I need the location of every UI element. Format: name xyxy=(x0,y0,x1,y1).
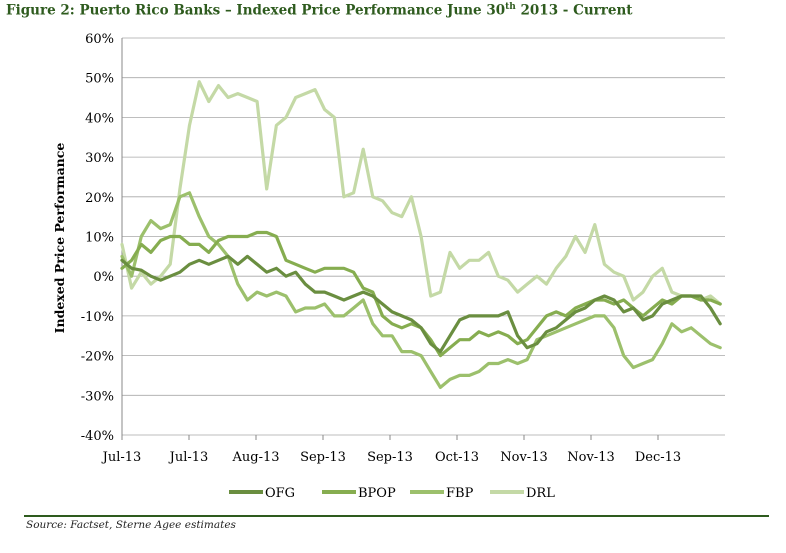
legend-label-bpop: BPOP xyxy=(358,486,396,501)
y-tick-label: 40% xyxy=(85,111,114,126)
series-lines xyxy=(120,80,722,389)
y-tick-label: -40% xyxy=(81,429,114,444)
legend: OFG BPOP FBP DRL xyxy=(229,486,555,501)
y-tick-label: -20% xyxy=(81,350,114,365)
tick-labels: 60% 50% 40% 30% 20% 10% 0% -10% -20% -30% -40% Jul-… xyxy=(81,32,681,465)
y-axis-label: Indexed Price Performance xyxy=(52,143,67,334)
footer-rule xyxy=(24,515,769,517)
x-tick-label: Sep-13 xyxy=(367,450,413,465)
x-tick-label: Nov-13 xyxy=(500,450,547,465)
legend-label-fbp: FBP xyxy=(446,486,474,501)
x-tick-label: Sep-13 xyxy=(300,450,346,465)
y-tick-label: 60% xyxy=(85,32,114,47)
source-note: Source: Factset, Sterne Agee estimates xyxy=(26,519,236,531)
y-tick-label: 10% xyxy=(85,231,114,246)
axes xyxy=(121,38,659,440)
chart-title: Figure 2: Puerto Rico Banks – Indexed Pr… xyxy=(6,2,633,19)
legend-label-ofg: OFG xyxy=(265,486,295,501)
title-tail: 2013 - Current xyxy=(515,2,633,19)
y-tick-label: -30% xyxy=(81,389,114,404)
legend-label-drl: DRL xyxy=(526,486,555,501)
x-tick-label: Aug-13 xyxy=(231,450,279,465)
x-tick-label: Oct-13 xyxy=(435,450,479,465)
x-tick-label: Jul-13 xyxy=(168,450,209,465)
x-tick-label: Nov-13 xyxy=(567,450,614,465)
series-line-drl xyxy=(120,80,722,306)
x-tick-label: Dec-13 xyxy=(635,450,681,465)
series-line-ofg xyxy=(120,254,722,354)
y-tick-label: 20% xyxy=(85,191,114,206)
series-line-fbp xyxy=(120,191,722,389)
y-tick-label: 30% xyxy=(85,151,114,166)
x-tick-label: Jul-13 xyxy=(101,450,142,465)
y-tick-label: 0% xyxy=(93,270,114,285)
y-tick-label: 50% xyxy=(85,72,114,87)
title-superscript: th xyxy=(505,2,516,12)
y-tick-label: -10% xyxy=(81,310,114,325)
title-main: Figure 2: Puerto Rico Banks – Indexed Pr… xyxy=(6,2,506,19)
